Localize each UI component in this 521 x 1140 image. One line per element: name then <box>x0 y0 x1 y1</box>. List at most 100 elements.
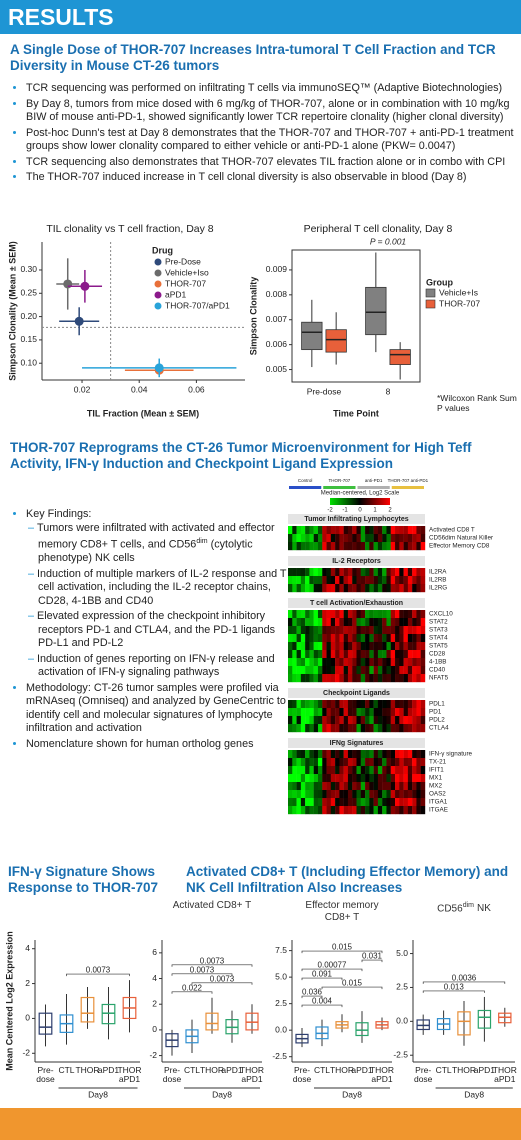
heatmap-cell <box>326 618 332 627</box>
heatmap-cell <box>317 650 323 659</box>
x-axis-label: TIL Fraction (Mean ± SEM) <box>87 408 199 418</box>
heatmap-cell <box>300 774 306 783</box>
heatmap-cell <box>407 700 413 709</box>
group-label: THOR-707 <box>328 478 350 483</box>
heatmap-cell <box>386 766 391 775</box>
heatmap-cell <box>339 700 344 709</box>
heatmap-cell <box>407 674 413 683</box>
heatmap-cell <box>339 568 344 577</box>
heatmap-cell <box>309 584 314 593</box>
heatmap-cell <box>347 542 353 551</box>
heatmap-cell <box>343 716 349 725</box>
p-bracket <box>191 982 253 985</box>
x-tick-label: CTL <box>183 1065 201 1075</box>
heatmap-cell <box>360 642 366 651</box>
panel-title: T cell Activation/Exhaustion <box>310 600 403 607</box>
heatmap-cell <box>412 610 417 619</box>
heatmap-cell <box>360 798 366 807</box>
gene-label: NFAT5 <box>429 675 449 682</box>
heatmap-cell <box>352 634 357 643</box>
heatmap-cell <box>339 534 344 543</box>
heatmap-cell <box>352 666 357 675</box>
heatmap-cell <box>317 674 323 683</box>
heatmap-cell <box>416 642 421 651</box>
heatmap-cell <box>412 798 417 807</box>
heatmap-cell <box>309 674 314 683</box>
heatmap-cell <box>326 534 332 543</box>
heatmap-cell <box>395 766 400 775</box>
heatmap-cell <box>390 642 396 651</box>
heatmap-cell <box>322 758 327 767</box>
heatmap-cell <box>390 724 396 733</box>
bullet-list: TCR sequencing was performed on infiltra… <box>10 82 521 187</box>
heatmap-cell <box>292 774 297 783</box>
y-tick-label: 5.0 <box>275 971 287 981</box>
y-tick-label: 0.0 <box>396 1016 408 1026</box>
heatmap-cell <box>407 766 413 775</box>
heatmap-cell <box>347 534 353 543</box>
heatmap-cell <box>386 674 391 683</box>
heatmap-cell <box>360 774 366 783</box>
heatmap-cell <box>365 666 370 675</box>
heatmap-cell <box>300 790 306 799</box>
heatmap-cell <box>292 584 297 593</box>
heatmap-cell <box>343 774 349 783</box>
heatmap-cell <box>412 526 417 535</box>
heatmap-cell <box>365 758 370 767</box>
heatmap-cell <box>330 576 336 585</box>
heatmap-cell <box>300 674 306 683</box>
heatmap-cell <box>288 700 293 709</box>
heatmap-cell <box>377 782 383 791</box>
heatmap-cell <box>377 642 383 651</box>
legend-label: Vehicle+Iso <box>165 267 209 277</box>
heatmap-cell <box>300 806 306 815</box>
y-tick-label: -2 <box>22 1048 30 1058</box>
heatmap-cell <box>420 758 426 767</box>
heatmap-cell <box>356 584 361 593</box>
heatmap-cell <box>403 650 409 659</box>
heatmap-cell <box>296 642 302 651</box>
heatmap-cell <box>322 798 327 807</box>
box <box>38 1012 53 1035</box>
x-tick-label: THOR <box>199 1065 225 1075</box>
heatmap-cell <box>377 634 383 643</box>
heatmap-cell <box>317 700 323 709</box>
heatmap-cell <box>305 758 310 767</box>
heatmap-cell <box>395 576 400 585</box>
p-value: 0.0073 <box>190 965 215 974</box>
heatmap-cell <box>288 610 293 619</box>
heatmap-cell <box>326 584 332 593</box>
heatmap-cell <box>386 568 391 577</box>
y-tick-label: 0.008 <box>266 289 288 299</box>
y-tick-label: -2.5 <box>272 1051 287 1061</box>
x-tick-label: aPD1 <box>221 1065 243 1075</box>
heatmap-cell <box>292 700 297 709</box>
heatmap-cell <box>395 534 400 543</box>
heatmap-cell <box>377 798 383 807</box>
heatmap-cell <box>326 626 332 635</box>
heatmap-cell <box>347 766 353 775</box>
heatmap-cell <box>326 716 332 725</box>
heatmap-cell <box>416 526 421 535</box>
heatmap-cell <box>300 650 306 659</box>
group-bar <box>391 486 424 489</box>
heatmap-cell <box>386 708 391 717</box>
bullet: Nomenclature shown for human ortholog ge… <box>26 738 288 752</box>
heatmap-cell <box>416 758 421 767</box>
heatmap-cell <box>420 798 426 807</box>
heatmap-cell <box>360 674 366 683</box>
p-value: 0.036 <box>302 988 323 997</box>
legend-swatch <box>154 302 162 310</box>
heatmap-cell <box>390 716 396 725</box>
legend-swatch <box>154 280 162 288</box>
heatmap-cell <box>288 708 293 717</box>
heatmap-cell <box>292 666 297 675</box>
heatmap-cell <box>296 782 302 791</box>
heatmap-cell <box>373 790 379 799</box>
heatmap-cell <box>309 666 314 675</box>
heatmap-cell <box>386 610 391 619</box>
heatmap-cell <box>407 758 413 767</box>
heatmap-cell <box>343 666 349 675</box>
heatmap-cell <box>335 774 340 783</box>
heatmap-cell <box>296 774 302 783</box>
